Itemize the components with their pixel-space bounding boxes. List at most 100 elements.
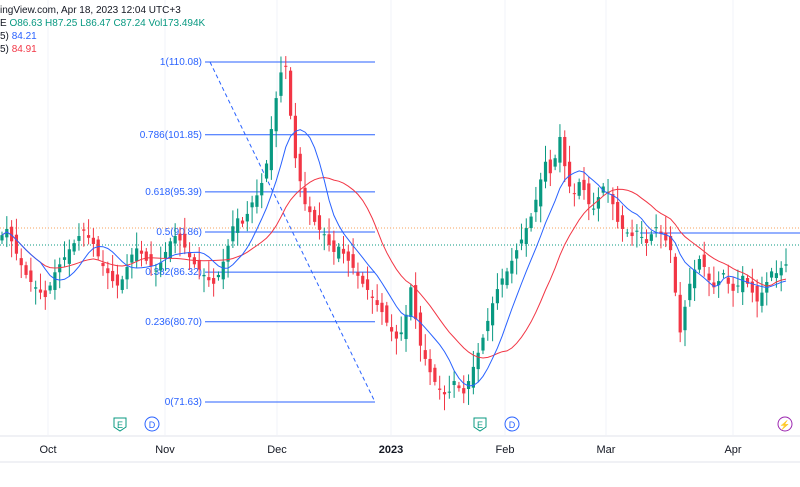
dividend-marker-label: D	[149, 420, 156, 430]
candle-body	[693, 269, 697, 289]
candle-body	[120, 279, 124, 290]
candle-body	[418, 312, 423, 346]
candle-body	[67, 249, 71, 264]
candle-body	[72, 243, 76, 252]
dividend-marker[interactable]: D	[504, 416, 520, 432]
earnings-marker-label: E	[117, 420, 123, 430]
candle-body	[14, 234, 19, 254]
candle-body	[380, 302, 384, 313]
candle-body	[673, 256, 677, 293]
candle-body	[125, 266, 129, 280]
dividend-marker[interactable]: D	[144, 416, 160, 432]
candle-body	[442, 392, 447, 395]
dividend-marker-circle	[504, 416, 520, 432]
candlesticks	[0, 56, 788, 411]
candle-body	[438, 388, 442, 390]
candle-body	[303, 187, 307, 205]
candle-body	[361, 275, 365, 284]
candle-body	[288, 70, 293, 116]
candle-body	[659, 231, 663, 233]
candle-body	[370, 296, 374, 298]
candle-body	[668, 236, 673, 251]
fib-level-label: 1(110.08)	[160, 57, 202, 68]
candle-body	[284, 65, 288, 67]
legend-ohlc-row: E O86.63 H87.25 L86.47 C87.24 Vol173.494…	[0, 17, 205, 30]
ma-slow-prefix: 5)	[0, 44, 9, 55]
candle-body	[293, 115, 297, 159]
candle-body	[726, 277, 730, 284]
legend-header-row: ingView.com, Apr 18, 2023 12:04 UTC+3	[0, 4, 205, 17]
split-marker[interactable]: ⚡	[777, 416, 793, 432]
candle-body	[115, 274, 120, 286]
candle-body	[414, 285, 418, 320]
time-axis: Oct Nov Dec 2023 Feb Mar Apr	[0, 435, 800, 463]
ma-fast-line	[1, 129, 787, 387]
fib-level-label: 0.5(90.86)	[156, 227, 202, 238]
candle-body	[529, 216, 533, 229]
candle-body	[654, 227, 658, 229]
candle-body	[43, 290, 47, 298]
candle-body	[260, 182, 264, 196]
candle-body	[62, 257, 67, 260]
source-text: ingView.com, Apr 18, 2023 12:04 UTC+3	[0, 5, 181, 16]
candle-body	[24, 265, 28, 275]
candle-body	[327, 234, 331, 245]
candle-body	[630, 232, 634, 237]
candle-body	[476, 352, 480, 370]
earnings-marker-label: E	[477, 420, 483, 430]
chart-grid	[47, 0, 734, 435]
candle-body	[592, 208, 596, 210]
candle-body	[784, 264, 788, 266]
x-tick-label: Feb	[496, 444, 515, 456]
candle-body	[106, 268, 110, 274]
candle-body	[481, 337, 485, 351]
candle-body	[741, 275, 745, 293]
candle-body	[491, 303, 495, 326]
candle-body	[688, 283, 692, 301]
candle-body	[664, 232, 668, 241]
candle-body	[212, 278, 216, 284]
candle-body	[712, 282, 716, 288]
candle-body	[82, 229, 86, 231]
candle-body	[337, 246, 341, 259]
candle-body	[543, 161, 548, 182]
ma-fast-prefix: 5)	[0, 31, 9, 42]
low-value: L86.47	[80, 18, 111, 29]
candle-body	[135, 248, 139, 262]
candle-body	[553, 158, 557, 167]
candle-body	[563, 136, 567, 167]
candle-body	[447, 391, 451, 393]
candle-body	[240, 220, 245, 224]
candle-body	[236, 218, 240, 233]
candle-body	[779, 267, 783, 276]
candle-body	[149, 254, 153, 267]
x-tick-label: Dec	[267, 444, 287, 456]
volume-value: Vol173.494K	[148, 18, 206, 29]
candle-body	[572, 193, 576, 195]
split-marker-circle	[777, 416, 793, 432]
candle-body	[601, 186, 605, 193]
candle-body	[736, 285, 740, 287]
candle-body	[515, 250, 519, 259]
candle-body	[255, 195, 259, 207]
fib-level-label: 0.618(95.39)	[145, 187, 202, 198]
event-markers[interactable]: E D E D ⚡	[113, 416, 793, 432]
candle-body	[341, 248, 346, 254]
candle-body	[130, 254, 134, 263]
candle-body	[77, 236, 81, 241]
candle-body	[346, 251, 350, 261]
fib-level-label: 0.382(86.32)	[145, 267, 202, 278]
candle-body	[322, 234, 326, 236]
candle-body	[582, 179, 586, 191]
candle-body	[486, 320, 490, 332]
open-value: O86.63	[9, 18, 43, 29]
candle-body	[433, 367, 437, 382]
candle-body	[452, 381, 456, 386]
ohlc-prefix: E	[0, 18, 7, 29]
earnings-marker[interactable]: E	[113, 417, 127, 432]
split-marker-label: ⚡	[779, 419, 790, 431]
candle-body	[745, 278, 750, 284]
earnings-marker[interactable]: E	[473, 417, 487, 432]
candle-body	[399, 332, 403, 335]
